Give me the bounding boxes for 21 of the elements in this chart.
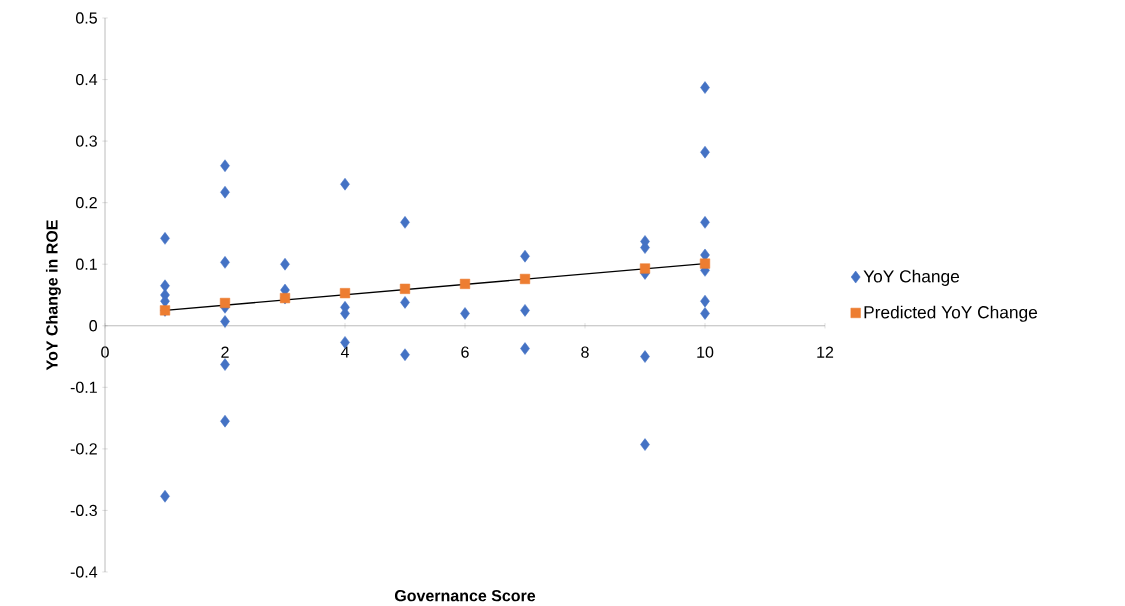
y-tick-label: 0.1 [76, 258, 97, 270]
x-tick-label: 2 [221, 346, 229, 358]
y-tick-label: 0.3 [76, 135, 97, 147]
y-tick-label: -0.4 [70, 566, 98, 578]
x-tick-label: 6 [461, 346, 469, 358]
y-tick-label: 0.2 [76, 197, 97, 209]
y-axis-title: YoY Change in ROE [45, 220, 61, 371]
legend-label: Predicted YoY Change [864, 305, 1038, 322]
x-tick-label: 10 [697, 346, 714, 358]
x-tick-label: 8 [581, 346, 589, 358]
y-tick-label: 0.5 [76, 12, 97, 24]
y-tick-label: -0.2 [70, 443, 97, 455]
x-tick-label: 12 [817, 346, 834, 358]
y-tick-label: 0 [89, 320, 98, 332]
y-tick-label: -0.3 [70, 504, 97, 517]
x-tick-label: 4 [340, 346, 349, 358]
legend-label: YoY Change [863, 269, 960, 287]
y-tick-label: 0.4 [76, 73, 98, 86]
y-tick-label: -0.1 [70, 381, 97, 394]
x-axis-title: Governance Score [394, 590, 536, 602]
x-tick-label: 0 [101, 346, 109, 358]
